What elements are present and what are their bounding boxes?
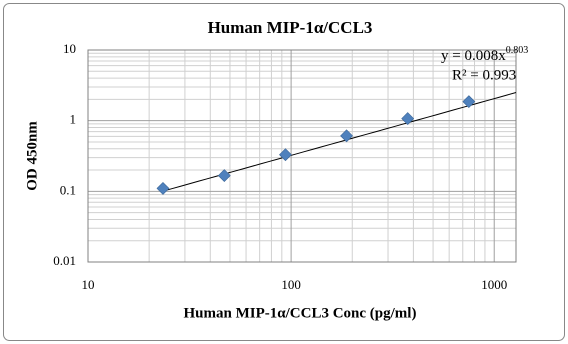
- chart-frame: [3, 3, 565, 341]
- chart-title: Human MIP-1α/CCL3: [208, 18, 373, 37]
- equation-text: y = 0.008x: [441, 48, 506, 64]
- data-point: [217, 169, 231, 183]
- data-point: [156, 181, 170, 195]
- x-tick-label: 10: [82, 277, 95, 292]
- y-axis-label: OD 450nm: [24, 121, 40, 191]
- trendline-equation: y = 0.008x0.803: [441, 45, 528, 64]
- r-squared: R² = 0.993: [452, 67, 516, 83]
- y-tick-label: 10: [63, 41, 76, 56]
- y-tick-label: 0.1: [60, 182, 76, 197]
- data-point: [401, 112, 415, 126]
- plot-border: [87, 49, 517, 263]
- equation-exponent: 0.803: [506, 45, 529, 56]
- data-point: [462, 95, 476, 109]
- x-axis-label: Human MIP-1α/CCL3 Conc (pg/ml): [184, 305, 417, 321]
- x-tick-label: 100: [281, 277, 301, 292]
- y-tick-label: 0.01: [53, 253, 76, 268]
- data-point: [340, 129, 353, 143]
- x-tick-label: 1000: [481, 277, 507, 292]
- y-tick-label: 1: [70, 112, 77, 127]
- data-point: [279, 148, 292, 162]
